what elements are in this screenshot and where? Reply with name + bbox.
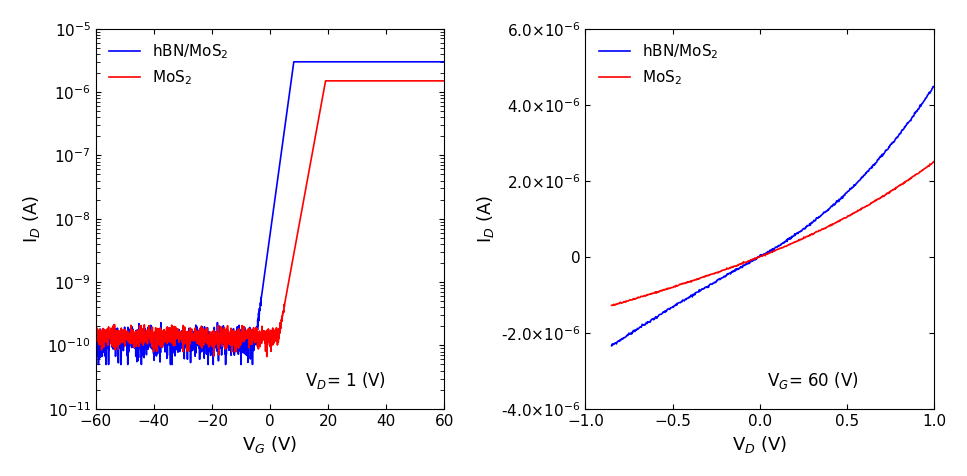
- Y-axis label: I$_D$ (A): I$_D$ (A): [21, 195, 42, 243]
- hBN/MoS$_2$: [365, 59, 376, 65]
- MoS$_2$: [259, 328, 271, 334]
- Legend: hBN/MoS$_2$, MoS$_2$: hBN/MoS$_2$, MoS$_2$: [593, 36, 724, 94]
- hBN/MoS$_2$: [93, 362, 104, 367]
- Y-axis label: I$_D$ (A): I$_D$ (A): [475, 195, 496, 243]
- Legend: hBN/MoS$_2$, MoS$_2$: hBN/MoS$_2$, MoS$_2$: [103, 36, 235, 94]
- MoS$_2$: [605, 303, 617, 308]
- MoS$_2$: [663, 286, 675, 291]
- hBN/MoS$_2$: [439, 59, 451, 65]
- MoS$_2$: [320, 78, 332, 84]
- X-axis label: V$_G$ (V): V$_G$ (V): [243, 434, 298, 455]
- hBN/MoS$_2$: [849, 183, 861, 188]
- Line: hBN/MoS$_2$: hBN/MoS$_2$: [611, 86, 934, 346]
- Line: hBN/MoS$_2$: hBN/MoS$_2$: [96, 62, 445, 365]
- hBN/MoS$_2$: [428, 59, 440, 65]
- MoS$_2$: [607, 303, 619, 308]
- MoS$_2$: [689, 277, 701, 283]
- MoS$_2$: [428, 78, 440, 84]
- MoS$_2$: [797, 236, 808, 242]
- MoS$_2$: [428, 78, 440, 84]
- Line: MoS$_2$: MoS$_2$: [96, 81, 445, 357]
- X-axis label: V$_D$ (V): V$_D$ (V): [732, 434, 787, 455]
- Text: V$_G$= 60 (V): V$_G$= 60 (V): [767, 370, 859, 391]
- hBN/MoS$_2$: [250, 332, 262, 338]
- MoS$_2$: [365, 78, 376, 84]
- hBN/MoS$_2$: [662, 306, 674, 311]
- Text: V$_D$= 1 (V): V$_D$= 1 (V): [305, 370, 386, 391]
- hBN/MoS$_2$: [605, 343, 617, 348]
- MoS$_2$: [849, 209, 861, 215]
- MoS$_2$: [928, 159, 940, 164]
- MoS$_2$: [261, 354, 273, 359]
- hBN/MoS$_2$: [428, 59, 440, 65]
- Line: MoS$_2$: MoS$_2$: [611, 161, 934, 306]
- MoS$_2$: [107, 331, 119, 337]
- hBN/MoS$_2$: [90, 335, 102, 340]
- hBN/MoS$_2$: [288, 59, 300, 65]
- hBN/MoS$_2$: [108, 337, 120, 342]
- MoS$_2$: [439, 78, 451, 84]
- MoS$_2$: [90, 333, 102, 338]
- MoS$_2$: [250, 334, 262, 339]
- hBN/MoS$_2$: [821, 208, 833, 214]
- hBN/MoS$_2$: [796, 228, 807, 234]
- hBN/MoS$_2$: [689, 291, 700, 297]
- MoS$_2$: [752, 254, 764, 260]
- hBN/MoS$_2$: [928, 83, 940, 89]
- hBN/MoS$_2$: [751, 254, 763, 260]
- MoS$_2$: [822, 224, 834, 230]
- hBN/MoS$_2$: [259, 266, 271, 271]
